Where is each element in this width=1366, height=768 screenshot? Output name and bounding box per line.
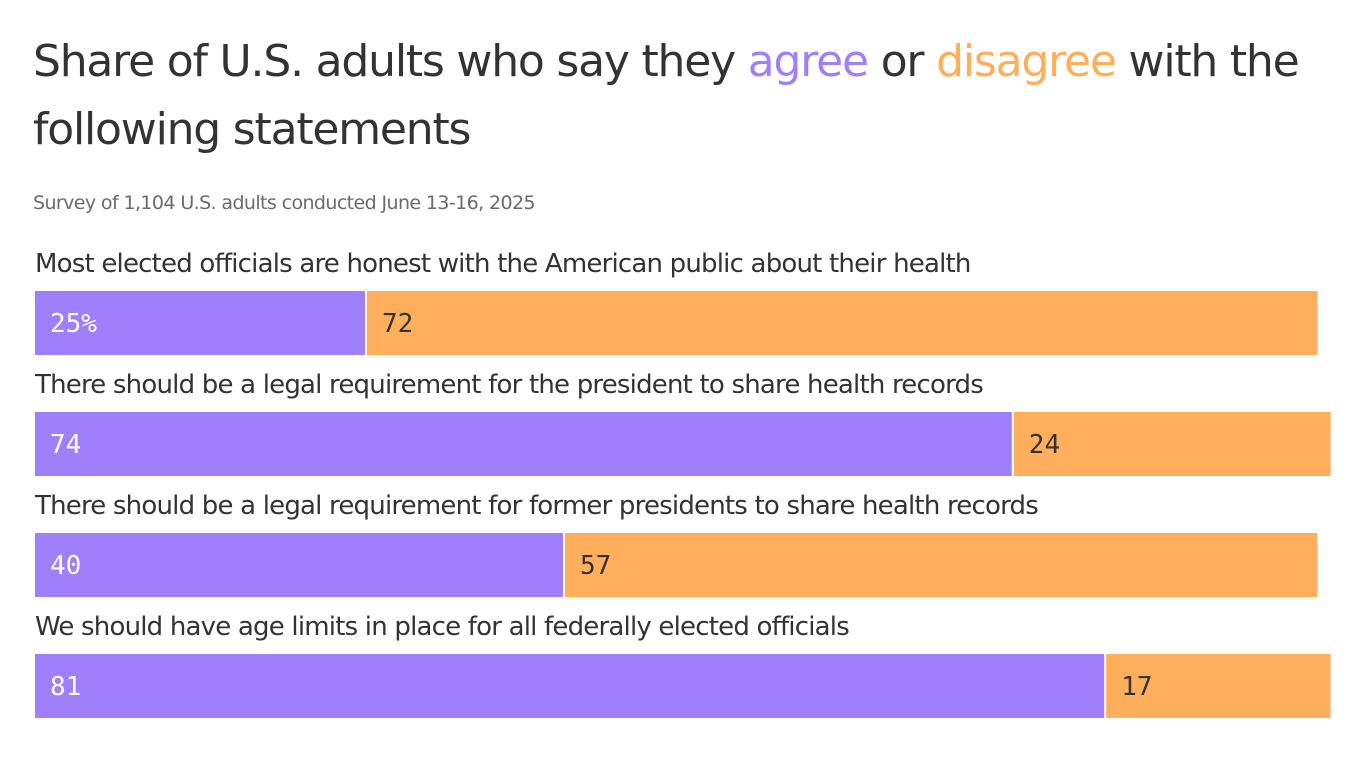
value-label-disagree: 72 (382, 309, 413, 339)
bar-agree (35, 291, 365, 355)
title-agree-word: agree (747, 36, 869, 87)
value-label-disagree: 24 (1029, 430, 1060, 460)
chart-subtitle: Survey of 1,104 U.S. adults conducted Ju… (33, 192, 536, 214)
bar-disagree (367, 291, 1318, 355)
title-part1: Share of U.S. adults who say they (33, 36, 748, 87)
value-label-agree: 74 (50, 430, 81, 460)
title-part2: or (867, 36, 937, 87)
bar-disagree (1106, 654, 1331, 718)
bar-disagree (565, 533, 1318, 597)
statement-label: There should be a legal requirement for … (34, 370, 983, 400)
statement-label: We should have age limits in place for a… (35, 612, 849, 642)
bar-disagree (1013, 412, 1331, 476)
statement-label: Most elected officials are honest with t… (35, 249, 971, 279)
value-label-agree: 40 (50, 551, 81, 581)
chart-title: Share of U.S. adults who say they agree … (33, 28, 1333, 164)
value-label-disagree: 17 (1121, 672, 1152, 702)
value-label-agree: 25% (50, 309, 97, 339)
title-part3: with the following statements (33, 36, 1300, 155)
value-label-agree: 81 (50, 672, 81, 702)
value-label-disagree: 57 (580, 551, 611, 581)
statement-label: There should be a legal requirement for … (34, 491, 1038, 521)
title-disagree-word: disagree (936, 36, 1117, 87)
bar-agree (35, 654, 1105, 718)
bar-agree (35, 533, 563, 597)
bar-agree (35, 412, 1012, 476)
